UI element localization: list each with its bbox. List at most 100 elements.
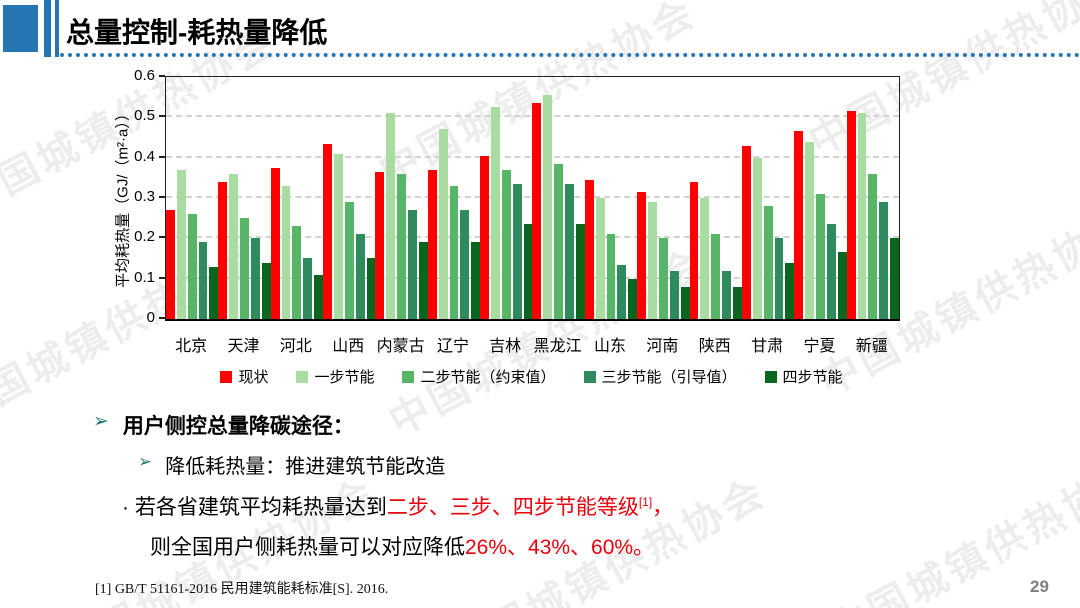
legend-swatch bbox=[583, 370, 596, 383]
bar bbox=[826, 224, 836, 319]
y-tick-mark bbox=[159, 276, 165, 279]
bar bbox=[785, 263, 795, 319]
bar-group-北京 bbox=[165, 77, 219, 319]
x-category-label: 甘肃 bbox=[751, 338, 784, 355]
bar bbox=[752, 158, 762, 319]
bar-group-辽宁 bbox=[427, 77, 481, 319]
bar bbox=[240, 218, 249, 319]
bar bbox=[355, 234, 365, 319]
bar bbox=[198, 242, 208, 319]
x-category-label: 北京 bbox=[175, 338, 208, 355]
bar bbox=[460, 210, 470, 319]
bar bbox=[658, 238, 668, 319]
bar bbox=[816, 194, 825, 319]
statement-line1: · 若各省建筑平均耗热量达到二步、三步、四步节能等级[1]， bbox=[122, 491, 673, 521]
bar bbox=[323, 144, 332, 319]
bar bbox=[857, 113, 867, 319]
legend-item: 一步节能 bbox=[296, 366, 374, 387]
bar-group-吉林 bbox=[480, 77, 533, 319]
legend-swatch bbox=[220, 370, 233, 383]
statement-line1-red-end: ， bbox=[652, 496, 674, 519]
page-title: 总量控制-耗热量降低 bbox=[66, 17, 328, 48]
bar bbox=[229, 174, 239, 319]
bullet-level1-text: 用户侧控总量降碳途径： bbox=[122, 415, 354, 438]
bar-group-河北 bbox=[270, 77, 324, 319]
y-tick-label: 0.2 bbox=[134, 228, 155, 246]
legend-label: 现状 bbox=[238, 369, 269, 386]
legend-item: 二步节能（约束值） bbox=[402, 366, 556, 387]
header-accent-bar bbox=[55, 0, 59, 57]
bar-group-宁夏 bbox=[794, 77, 847, 319]
x-category-label: 山东 bbox=[594, 338, 627, 355]
header-accent-square bbox=[3, 5, 38, 52]
chart-legend: 现状 一步节能 二步节能（约束值） 三步节能（引导值） 四步节能 bbox=[165, 366, 898, 387]
bar bbox=[669, 271, 679, 319]
bar bbox=[408, 210, 417, 319]
y-tick-mark bbox=[159, 75, 165, 77]
bar bbox=[628, 279, 638, 319]
y-tick-mark bbox=[159, 196, 165, 198]
bar bbox=[480, 156, 489, 319]
bullet-level2-text: 降低耗热量：推进建筑节能改造 bbox=[165, 456, 446, 478]
bar bbox=[554, 164, 564, 319]
bullet-level1: ➢ 用户侧控总量降碳途径： bbox=[93, 410, 354, 440]
bar bbox=[333, 154, 343, 319]
bar bbox=[375, 172, 385, 319]
bar bbox=[501, 170, 511, 319]
bar bbox=[314, 275, 324, 319]
y-tick-mark bbox=[159, 317, 165, 319]
legend-swatch bbox=[296, 370, 309, 383]
statement-line1-red: 二步、三步、四步节能等级 bbox=[386, 496, 639, 519]
bar bbox=[261, 263, 271, 319]
bar bbox=[449, 186, 459, 319]
bar bbox=[595, 198, 605, 319]
bar bbox=[386, 113, 396, 319]
footnote-reference: [1] GB/T 51161-2016 民用建筑能耗标准[S]. 2016. bbox=[95, 582, 389, 597]
legend-item: 三步节能（引导值） bbox=[583, 366, 737, 387]
bar-group-河南 bbox=[637, 77, 690, 319]
bar-group-甘肃 bbox=[741, 77, 795, 319]
statement-line2-black: 则全国用户侧耗热量可以对应降低 bbox=[150, 536, 465, 559]
bar bbox=[680, 287, 690, 319]
bar bbox=[471, 242, 481, 319]
statement-line2: 则全国用户侧耗热量可以对应降低26%、43%、60%。 bbox=[150, 531, 654, 561]
statement-line2-red: 26%、43%、60%。 bbox=[465, 536, 655, 559]
bar bbox=[270, 168, 280, 319]
bar bbox=[711, 234, 721, 319]
legend-label: 二步节能（约束值） bbox=[420, 369, 556, 386]
bar bbox=[523, 224, 533, 319]
y-tick-mark bbox=[159, 115, 165, 118]
arrow-bullet-icon: ➢ bbox=[93, 411, 109, 432]
legend-swatch bbox=[764, 370, 777, 383]
bar-group-山西 bbox=[323, 77, 376, 319]
header-accent-bar bbox=[44, 0, 51, 57]
x-category-label: 陕西 bbox=[698, 338, 731, 355]
y-tick-label: 0.5 bbox=[134, 107, 155, 125]
bar bbox=[491, 107, 500, 319]
bar bbox=[438, 129, 448, 319]
y-tick-label: 0 bbox=[146, 309, 155, 326]
x-category-label: 河北 bbox=[279, 338, 312, 355]
bar bbox=[532, 103, 542, 319]
bar-group-内蒙古 bbox=[375, 77, 428, 319]
page-number: 29 bbox=[1030, 577, 1049, 596]
bar bbox=[763, 206, 773, 319]
bar bbox=[868, 174, 878, 319]
bar bbox=[187, 214, 197, 319]
y-tick-label: 0.4 bbox=[134, 147, 155, 165]
header-dotted-divider bbox=[60, 53, 1080, 57]
x-category-label: 内蒙古 bbox=[376, 338, 425, 355]
bar bbox=[879, 202, 889, 319]
x-category-label: 河南 bbox=[646, 338, 679, 355]
y-tick-mark bbox=[159, 155, 165, 158]
bar bbox=[218, 182, 228, 319]
x-category-label: 天津 bbox=[227, 338, 260, 355]
legend-label: 三步节能（引导值） bbox=[601, 369, 737, 386]
bar bbox=[543, 95, 553, 319]
y-tick-label: 0.3 bbox=[134, 188, 155, 205]
bar bbox=[292, 226, 302, 319]
bar bbox=[512, 184, 522, 319]
statement-line1-black: · 若各省建筑平均耗热量达到 bbox=[122, 496, 387, 519]
legend-label: 一步节能 bbox=[314, 369, 375, 386]
